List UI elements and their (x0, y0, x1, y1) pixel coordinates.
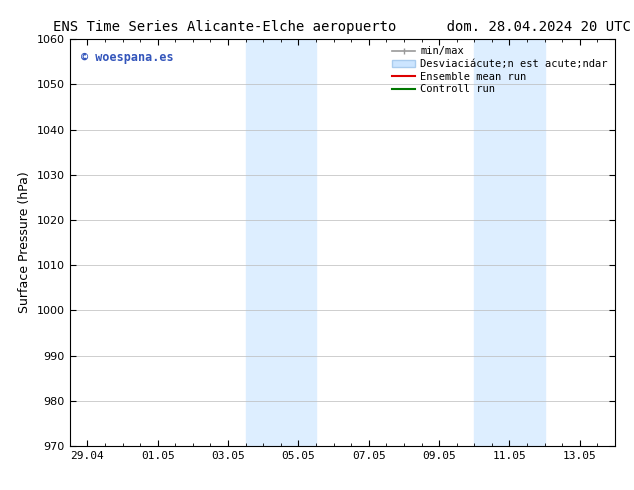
Title: ENS Time Series Alicante-Elche aeropuerto      dom. 28.04.2024 20 UTC: ENS Time Series Alicante-Elche aeropuert… (53, 20, 631, 34)
Legend: min/max, Desviaciácute;n est acute;ndar, Ensemble mean run, Controll run: min/max, Desviaciácute;n est acute;ndar,… (388, 42, 612, 98)
Bar (474, 39, 545, 446)
Bar (245, 39, 316, 446)
Text: © woespana.es: © woespana.es (81, 51, 173, 64)
Y-axis label: Surface Pressure (hPa): Surface Pressure (hPa) (18, 172, 31, 314)
